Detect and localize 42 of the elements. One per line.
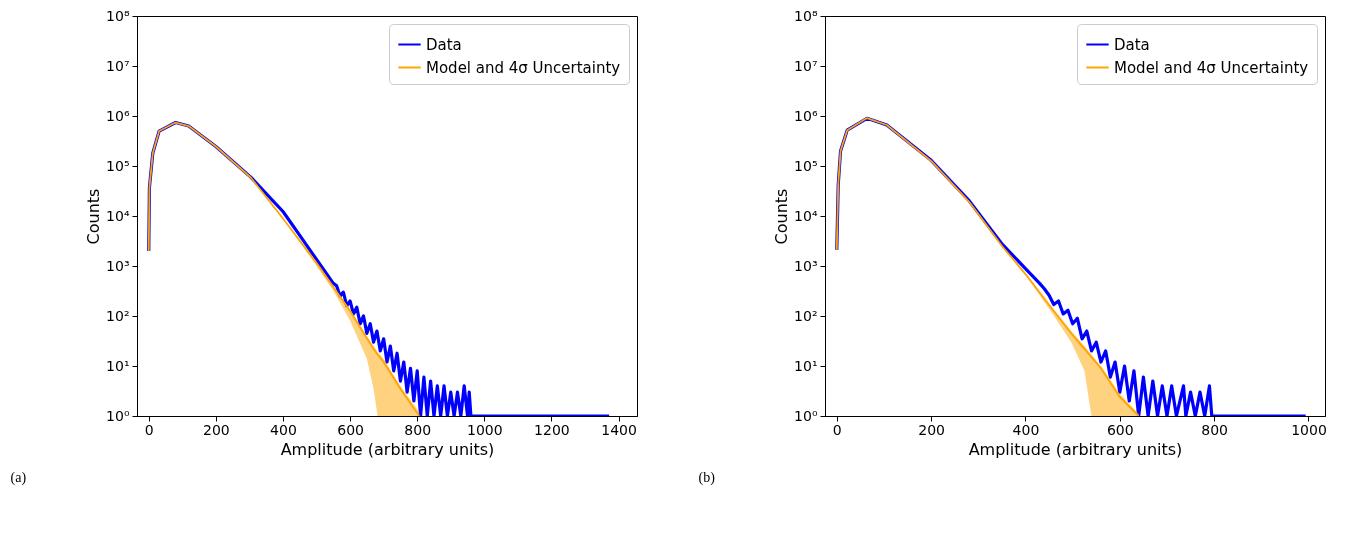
x-tick-label: 600 [1106,421,1134,438]
x-tick-label: 200 [202,421,230,438]
y-tick-label: 10³ [106,257,130,274]
x-tick-label: 0 [832,421,842,438]
x-tick-label: 800 [1201,421,1229,438]
y-tick-label: 10⁰ [106,407,130,424]
x-tick-label: 1000 [1291,421,1327,438]
text: (b) [698,470,716,486]
x-axis-title: Amplitude (arbitrary units) [968,439,1183,459]
legend-label: Model and 4σ Uncertainty [426,58,621,77]
y-axis-title: Counts [772,188,792,245]
y-tick-label: 10² [106,307,130,324]
y-tick-label: 10⁸ [106,7,130,24]
y-tick-label: 10¹ [794,357,818,374]
y-tick-label: 10⁴ [106,207,130,224]
legend-label: Data [1114,35,1150,54]
x-tick-label: 1400 [601,421,637,438]
y-tick-label: 10³ [794,257,818,274]
x-tick-label: 800 [404,421,432,438]
x-tick-label: 0 [144,421,154,438]
y-tick-label: 10⁶ [794,107,818,124]
y-axis-title: Counts [84,188,104,245]
y-tick-label: 10⁵ [794,157,818,174]
x-tick-label: 1000 [467,421,503,438]
y-tick-label: 10⁴ [794,207,818,224]
y-tick-label: 10¹ [106,357,130,374]
y-tick-label: 10⁷ [106,57,130,74]
y-tick-label: 10⁰ [794,407,818,424]
legend-label: Data [426,35,462,54]
x-axis-title: Amplitude (arbitrary units) [280,439,495,459]
y-tick-label: 10⁷ [794,57,818,74]
y-tick-label: 10² [794,307,818,324]
x-tick-label: 1200 [534,421,570,438]
x-tick-label: 200 [918,421,945,438]
x-tick-label: 600 [337,421,364,438]
y-tick-label: 10⁶ [106,107,130,124]
y-tick-label: 10⁸ [794,7,818,24]
x-tick-label: 400 [1012,421,1040,438]
y-tick-label: 10⁵ [106,157,130,174]
x-tick-label: 400 [270,421,297,438]
text: (a) [10,470,27,486]
legend-label: Model and 4σ Uncertainty [1114,58,1309,77]
